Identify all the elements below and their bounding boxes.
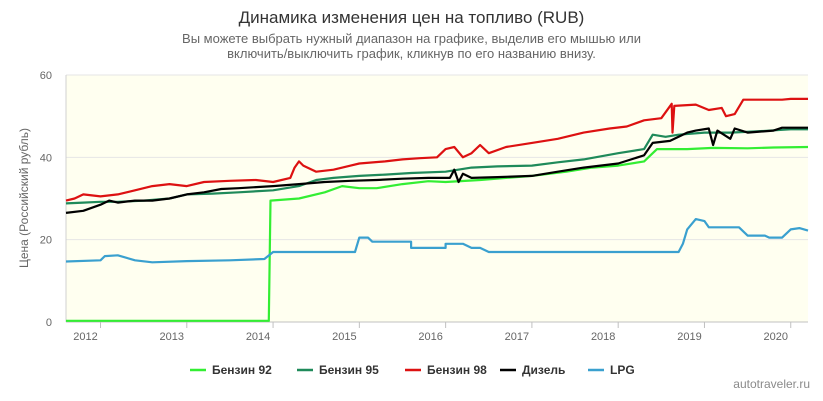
y-tick-60: 60: [40, 70, 52, 82]
y-axis-label: Цена (Российский рубль): [17, 128, 31, 268]
legend-item-4[interactable]: Дизель: [500, 363, 565, 377]
x-tick-2015: 2015: [332, 331, 356, 343]
x-tick-2018: 2018: [591, 331, 615, 343]
x-tick-2012: 2012: [73, 331, 97, 343]
series-lines: [65, 97, 809, 322]
x-tick-2020: 2020: [764, 331, 788, 343]
legend: Бензин 92 Бензин 95 Бензин 98 Дизель LPG: [190, 363, 635, 377]
series-line-1[interactable]: [66, 145, 809, 322]
x-tick-2016: 2016: [418, 331, 442, 343]
series-line-4[interactable]: [65, 126, 808, 214]
credit-link[interactable]: autotraveler.ru: [733, 377, 810, 391]
y-axis-ticks: 0 20 40 60: [40, 70, 52, 329]
x-tick-2019: 2019: [677, 331, 701, 343]
subtitle-line-2: включить/выключить график, кликнув по ег…: [227, 46, 596, 61]
legend-label-2: Бензин 95: [319, 363, 379, 377]
legend-item-3[interactable]: Бензин 98: [405, 363, 487, 377]
y-tick-20: 20: [40, 235, 52, 247]
series-line-3[interactable]: [65, 97, 808, 202]
legend-label-4: Дизель: [522, 363, 565, 377]
x-tick-2017: 2017: [505, 331, 529, 343]
legend-item-2[interactable]: Бензин 95: [297, 363, 379, 377]
legend-label-3: Бензин 98: [427, 363, 487, 377]
chart-subtitle: Вы можете выбрать нужный диапазон на гра…: [0, 31, 823, 61]
legend-label-5: LPG: [610, 363, 635, 377]
series-line-5[interactable]: [65, 218, 809, 264]
legend-label-1: Бензин 92: [212, 363, 272, 377]
grid-lines: [65, 74, 808, 323]
subtitle-line-1: Вы можете выбрать нужный диапазон на гра…: [182, 31, 641, 46]
legend-item-1[interactable]: Бензин 92: [190, 363, 272, 377]
x-axis-ticks: 2012 2013 2014 2015 2016 2017 2018 2019 2020: [73, 322, 792, 343]
x-tick-2013: 2013: [160, 331, 184, 343]
y-tick-0: 0: [46, 317, 52, 329]
chart-title: Динамика изменения цен на топливо (RUB): [238, 8, 585, 27]
x-tick-2014: 2014: [246, 331, 270, 343]
legend-item-5[interactable]: LPG: [588, 363, 635, 377]
y-tick-40: 40: [40, 152, 52, 164]
plot-background: [66, 75, 808, 322]
